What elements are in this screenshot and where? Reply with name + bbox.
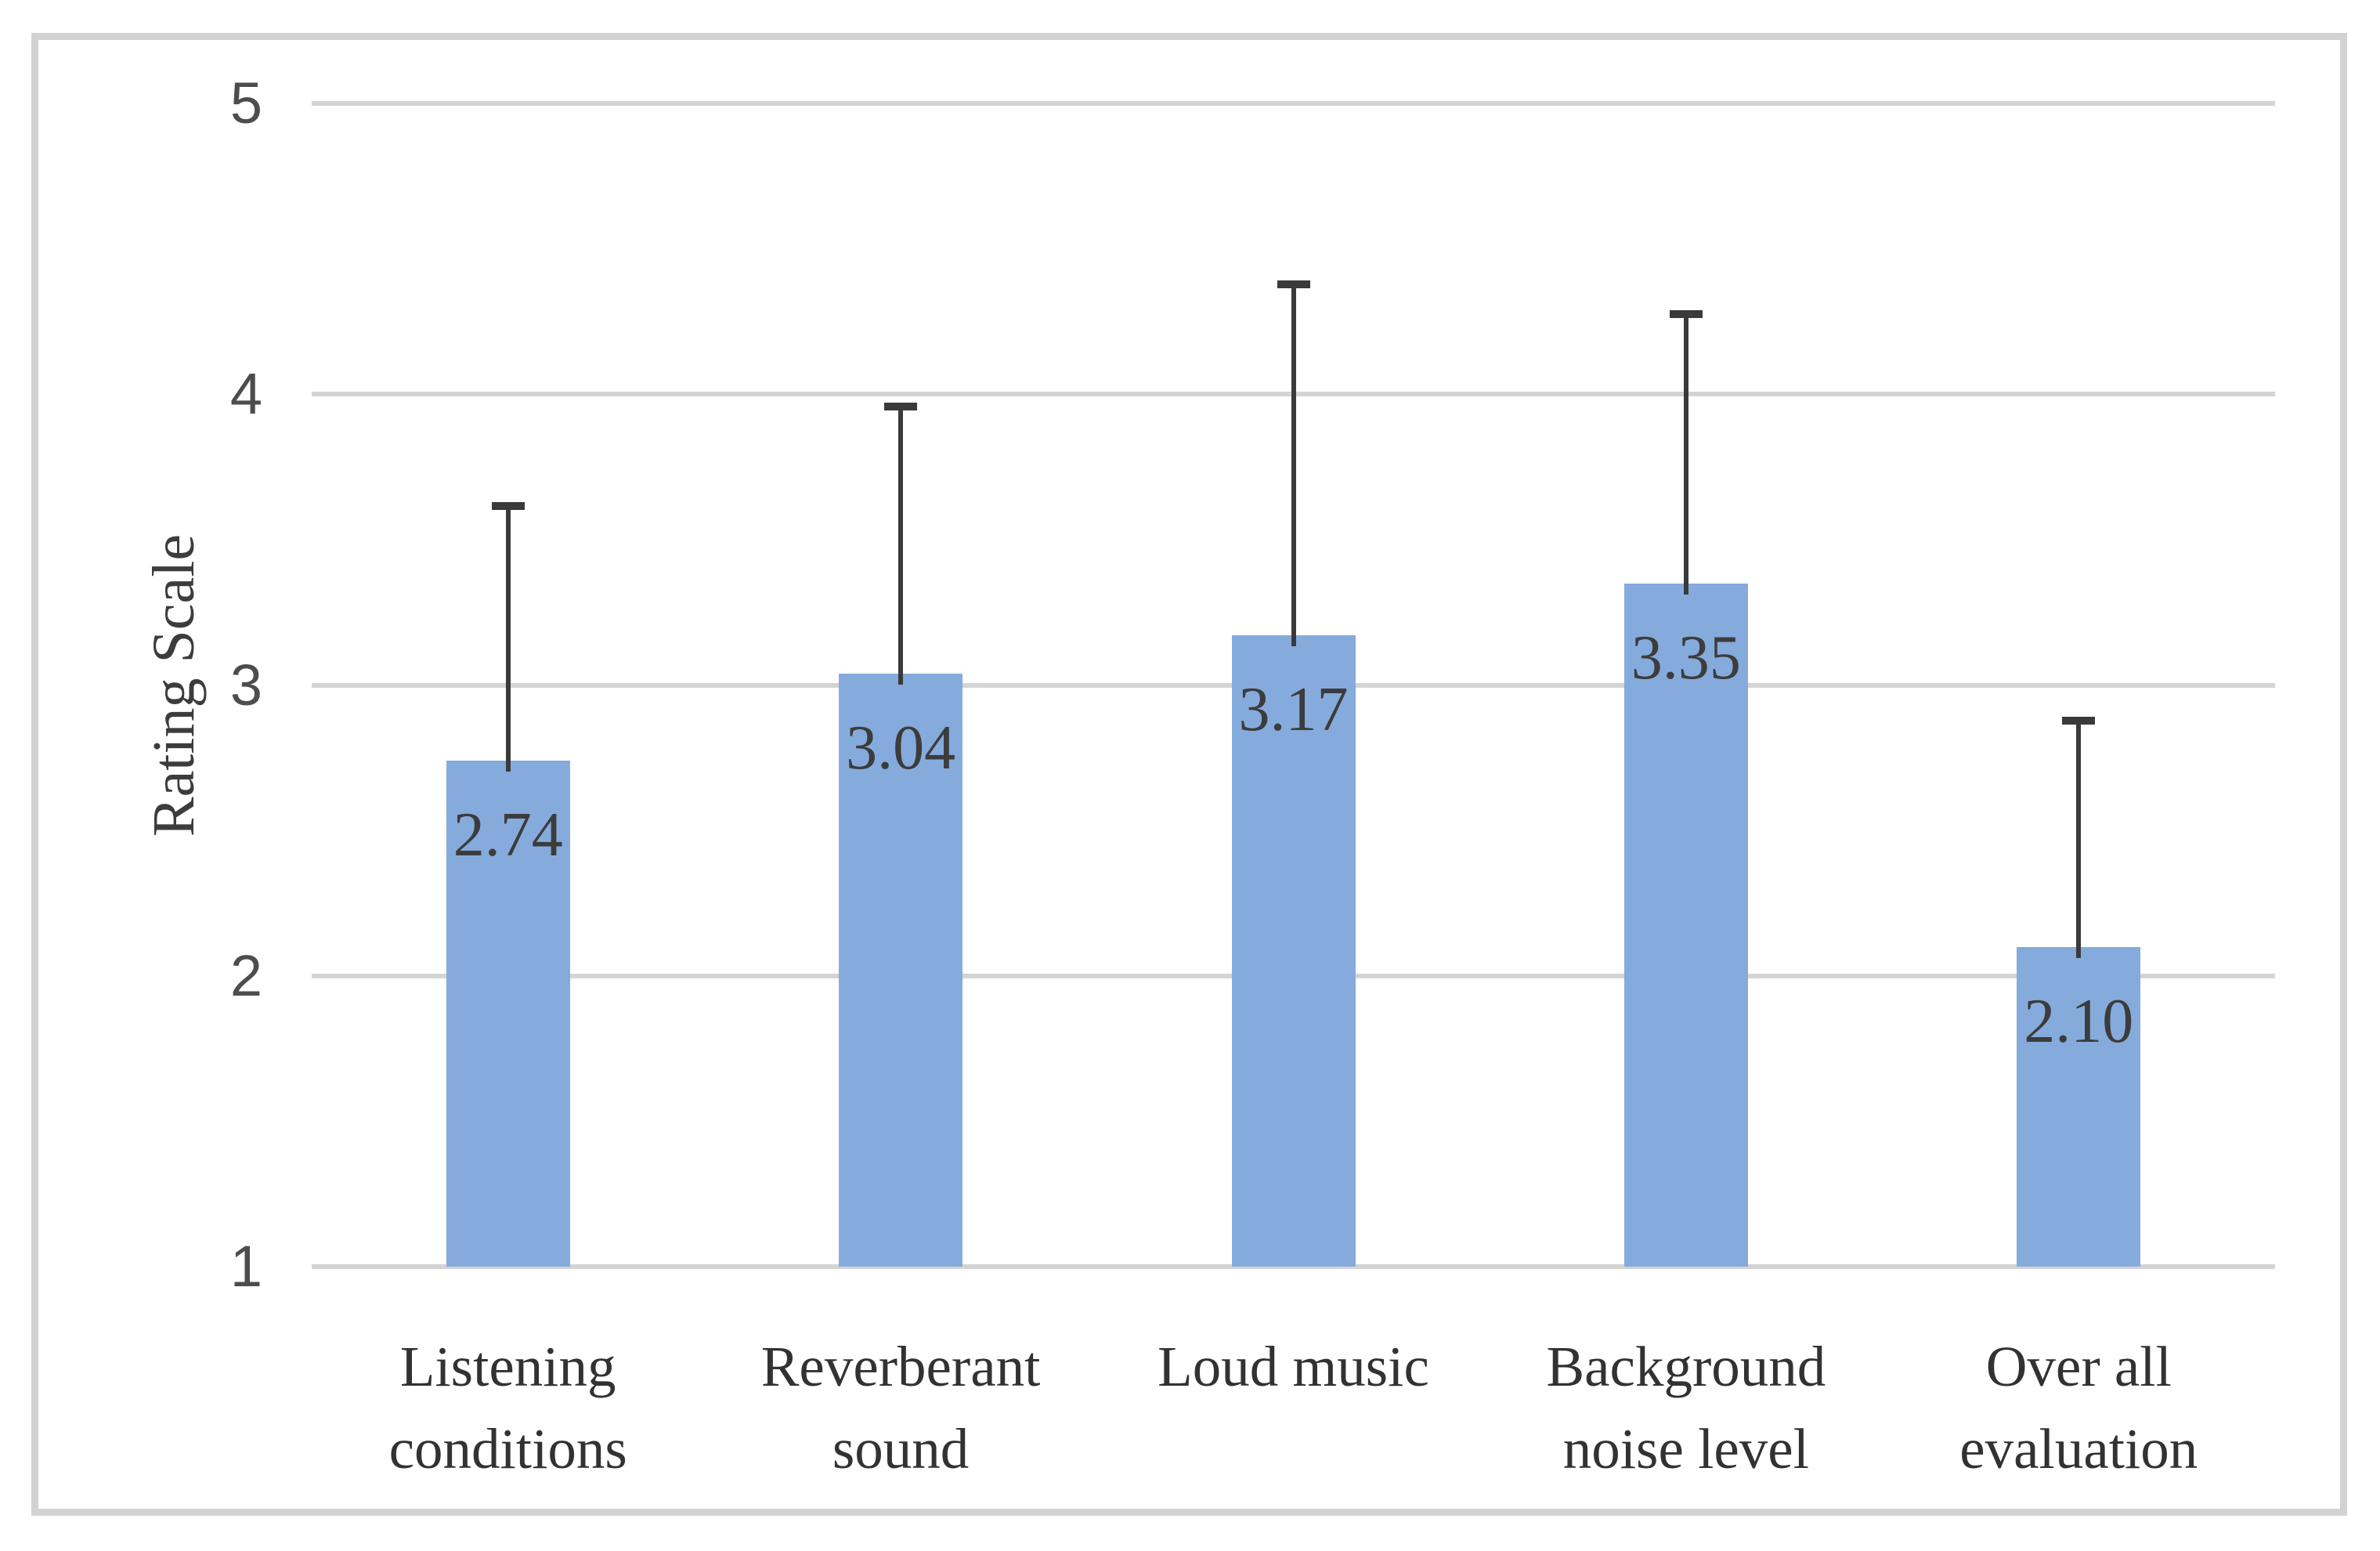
bar <box>1623 583 1748 1267</box>
error-bar-cap <box>1669 309 1703 318</box>
y-tick-label: 3 <box>229 652 262 718</box>
error-bar-line <box>1683 309 1688 595</box>
error-bar-line <box>1291 280 1296 647</box>
bar <box>1231 635 1356 1267</box>
bar-value-label: 3.35 <box>1631 623 1741 692</box>
error-bar-cap <box>2062 717 2096 725</box>
error-bar-cap <box>491 501 525 510</box>
category-label: Background noise level <box>1546 1335 1826 1480</box>
gridline <box>312 1264 2275 1269</box>
error-bar-line <box>2076 717 2082 958</box>
error-bar-cap <box>884 403 918 411</box>
category-label: Loud music <box>1157 1335 1429 1398</box>
bar <box>2017 946 2141 1267</box>
category-label: Listening conditions <box>388 1335 627 1480</box>
y-tick-label: 1 <box>229 1234 262 1299</box>
y-tick-label: 2 <box>229 942 262 1008</box>
error-bar-line <box>505 501 511 772</box>
chart-frame <box>31 33 2347 1516</box>
bar-value-label: 2.74 <box>453 801 563 870</box>
category-label: Reverberant sound <box>760 1335 1041 1480</box>
y-tick-label: 5 <box>229 70 262 136</box>
bar-value-label: 3.04 <box>846 713 956 783</box>
y-tick-label: 4 <box>229 361 262 427</box>
bar-value-label: 2.10 <box>2024 986 2134 1056</box>
gridline <box>312 101 2275 106</box>
category-label: Over all evaluation <box>1959 1335 2198 1480</box>
error-bar-line <box>898 403 904 685</box>
bar <box>446 761 570 1267</box>
bar <box>839 673 963 1267</box>
error-bar-cap <box>1277 280 1310 289</box>
bar-value-label: 3.17 <box>1238 675 1349 745</box>
